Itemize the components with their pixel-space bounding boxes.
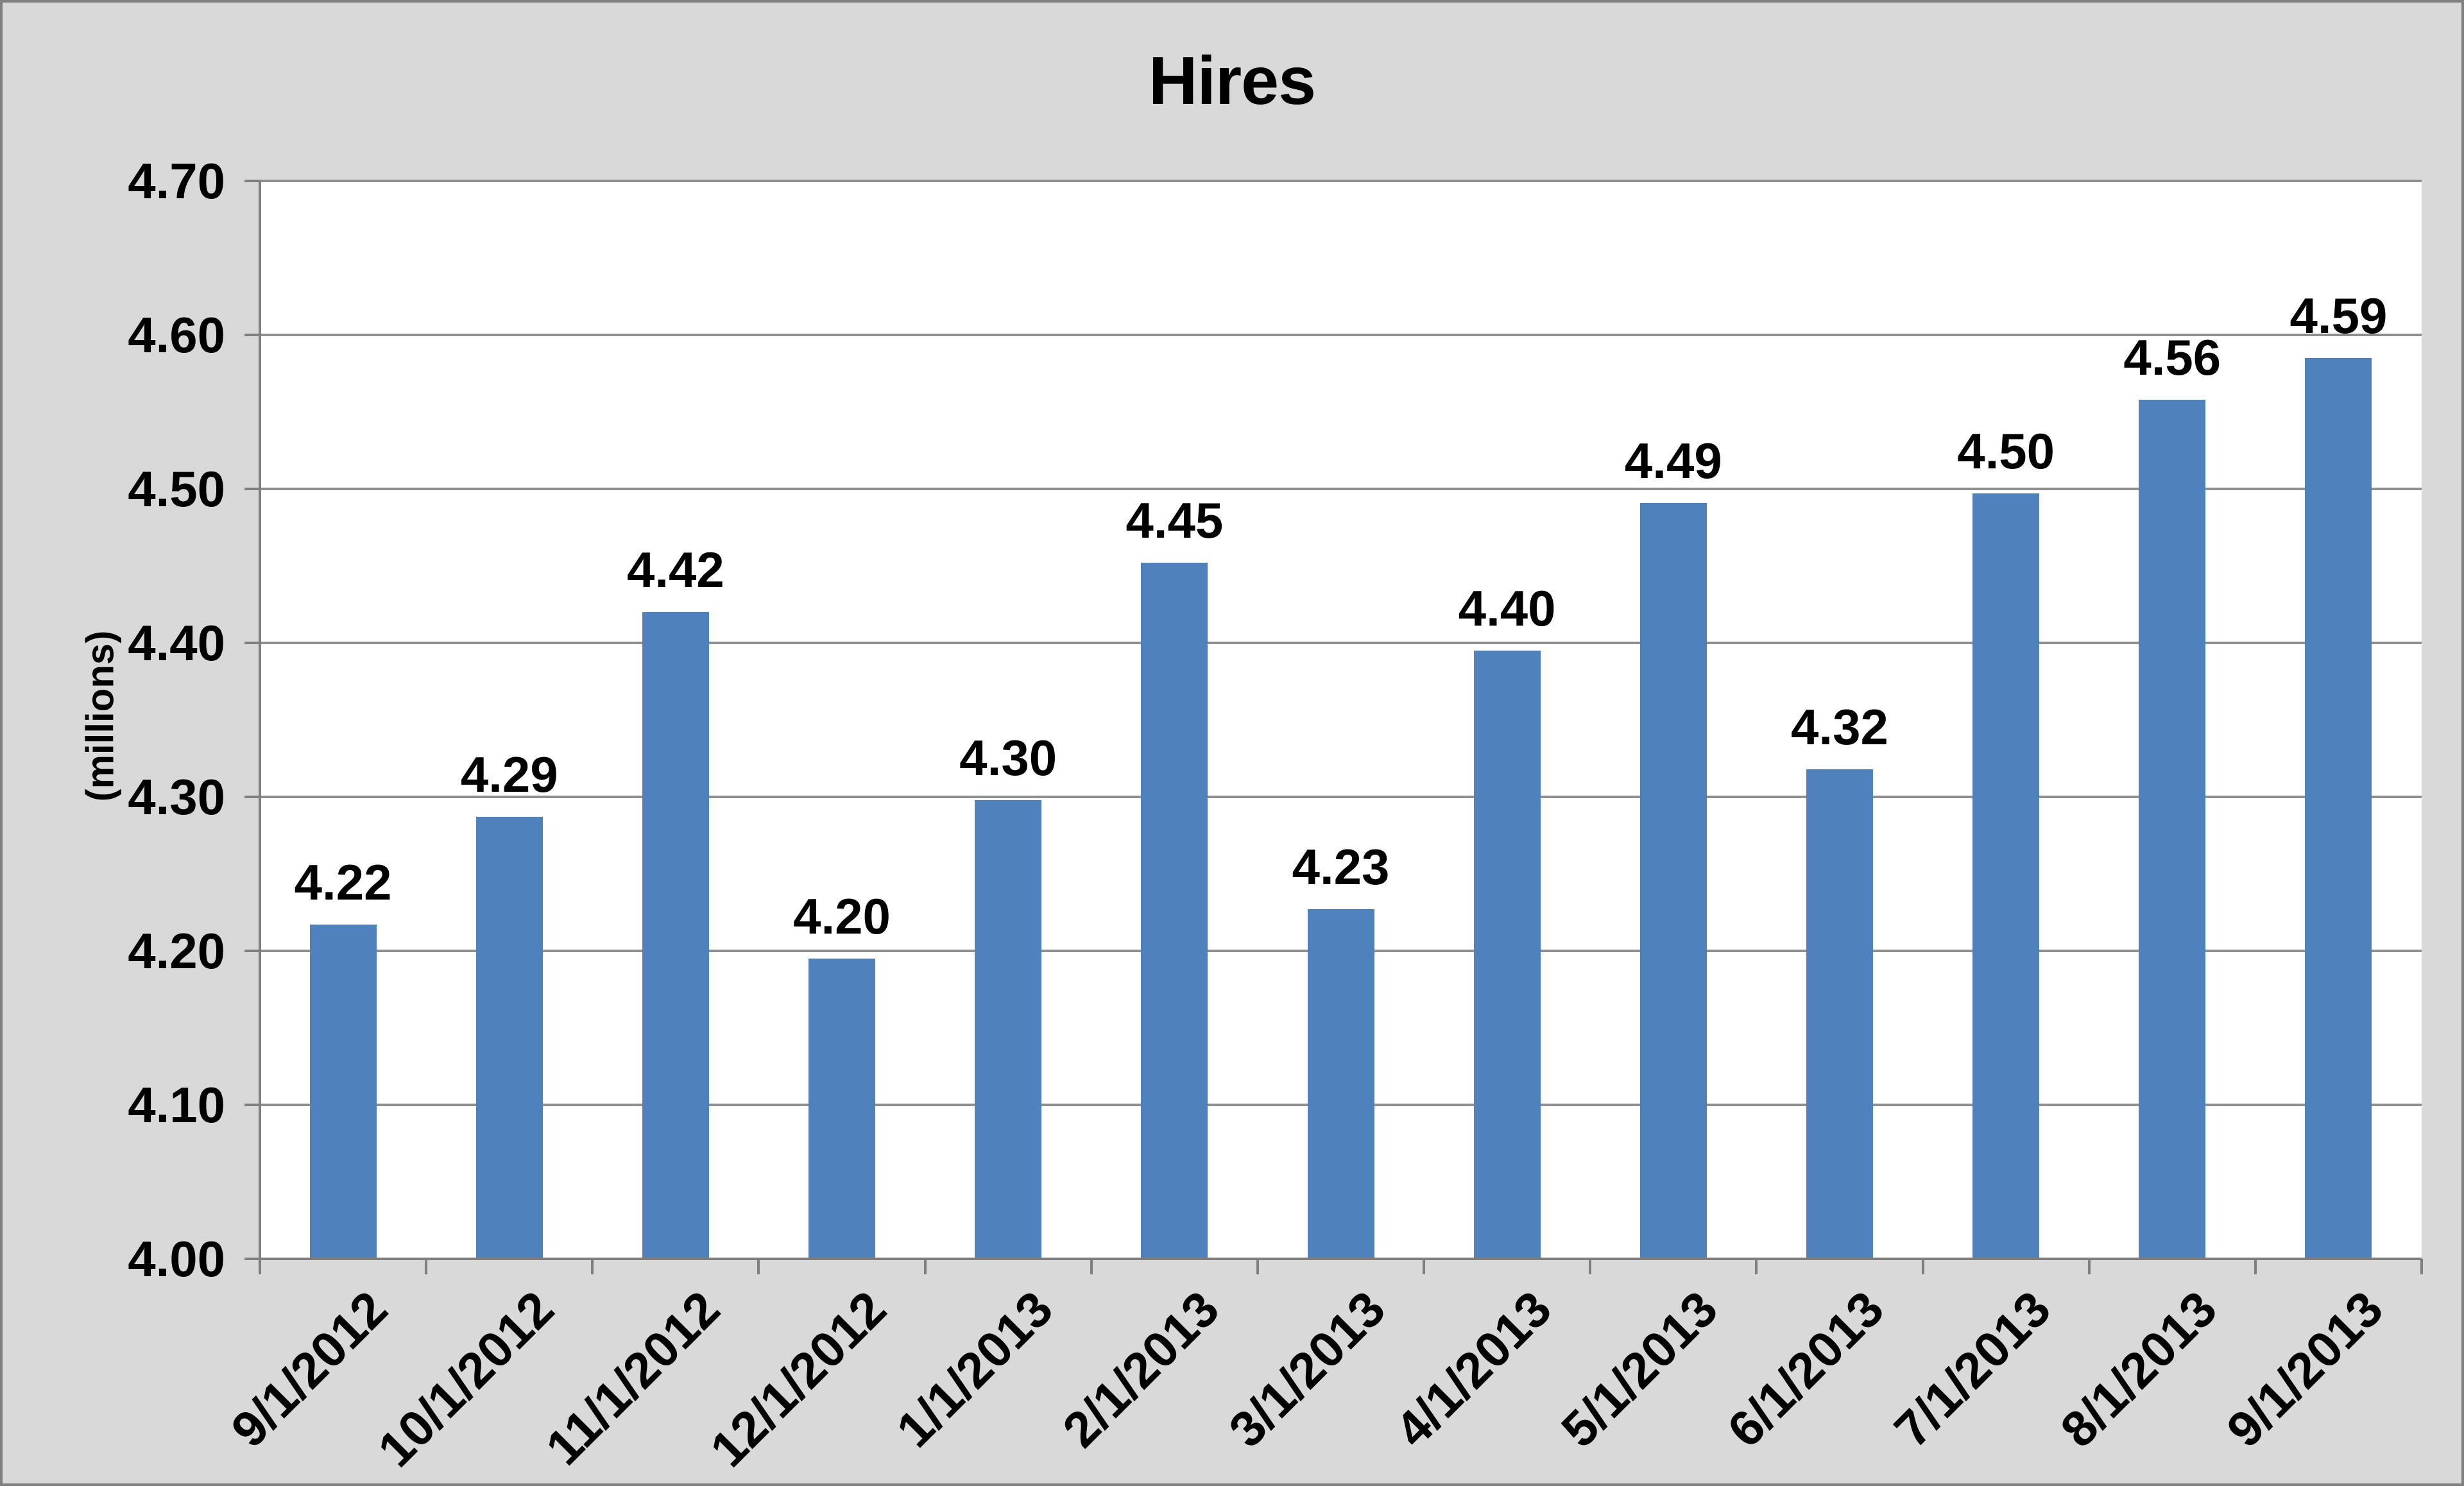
bar-9/1/2013 (2305, 358, 2372, 1259)
y-axis-line (259, 181, 261, 1274)
data-label: 4.20 (793, 888, 891, 944)
x-tick-mark (1755, 1259, 1758, 1274)
bar-7/1/2013 (1972, 493, 2040, 1259)
y-tick-label: 4.40 (128, 615, 225, 671)
bar-8/1/2013 (2139, 399, 2206, 1259)
bar-12/1/2012 (809, 959, 876, 1259)
y-tick-mark (244, 642, 260, 644)
bar-4/1/2013 (1473, 651, 1541, 1259)
y-tick-mark (244, 796, 260, 798)
y-tick-mark (244, 1258, 260, 1260)
x-tick-mark (425, 1259, 428, 1274)
data-label: 4.56 (2123, 329, 2221, 386)
x-tick-mark (1256, 1259, 1259, 1274)
data-label: 4.32 (1791, 698, 1888, 755)
x-tick-mark (1589, 1259, 1592, 1274)
y-tick-label: 4.60 (128, 307, 225, 363)
x-tick-mark (1921, 1259, 1924, 1274)
y-tick-mark (244, 1104, 260, 1106)
x-tick-label: 11/1/2012 (535, 1280, 731, 1476)
gridline-4.30 (260, 796, 2422, 798)
bar-1/1/2013 (975, 799, 1042, 1259)
bar-6/1/2013 (1806, 769, 1873, 1259)
x-tick-mark (2420, 1259, 2423, 1274)
x-tick-label: 8/1/2013 (2049, 1280, 2227, 1458)
data-label: 4.40 (1458, 580, 1556, 636)
y-tick-label: 4.20 (128, 923, 225, 979)
bar-5/1/2013 (1639, 502, 1707, 1259)
bar-10/1/2012 (475, 817, 543, 1259)
y-tick-label: 4.00 (128, 1231, 225, 1287)
x-tick-label: 9/1/2013 (2216, 1280, 2393, 1458)
data-label: 4.50 (1957, 423, 2055, 480)
x-tick-label: 12/1/2012 (699, 1280, 897, 1478)
data-label: 4.29 (460, 746, 558, 803)
bar-2/1/2013 (1141, 563, 1208, 1259)
data-label: 4.42 (626, 542, 724, 598)
y-tick-label: 4.10 (128, 1077, 225, 1133)
x-tick-mark (2254, 1259, 2257, 1274)
y-tick-mark (244, 334, 260, 336)
x-tick-mark (2087, 1259, 2091, 1274)
gridline-4.50 (260, 488, 2422, 490)
x-tick-mark (923, 1259, 927, 1274)
y-tick-mark (244, 180, 260, 182)
bar-11/1/2012 (642, 612, 709, 1259)
gridline-4.70 (260, 180, 2422, 182)
y-tick-mark (244, 950, 260, 952)
x-axis-line (259, 1258, 2422, 1260)
data-label: 4.59 (2289, 287, 2388, 344)
x-tick-label: 9/1/2012 (220, 1280, 398, 1458)
x-tick-mark (591, 1259, 594, 1274)
data-label: 4.22 (294, 854, 392, 911)
x-tick-label: 2/1/2013 (1051, 1280, 1229, 1458)
gridline-4.60 (260, 334, 2422, 336)
data-label: 4.30 (959, 729, 1057, 786)
x-tick-mark (757, 1259, 760, 1274)
bar-3/1/2013 (1307, 909, 1374, 1259)
x-tick-label: 3/1/2013 (1218, 1280, 1396, 1458)
y-tick-label: 4.30 (128, 769, 225, 825)
x-tick-label: 4/1/2013 (1384, 1280, 1562, 1458)
y-tick-label: 4.50 (128, 461, 225, 517)
x-tick-label: 6/1/2013 (1716, 1280, 1895, 1458)
bar-9/1/2012 (309, 925, 377, 1259)
data-label: 4.45 (1125, 492, 1224, 549)
x-tick-label: 1/1/2013 (885, 1280, 1063, 1458)
x-tick-mark (1423, 1259, 1426, 1274)
x-tick-label: 10/1/2012 (366, 1280, 565, 1478)
data-label: 4.23 (1292, 839, 1390, 896)
chart-title: Hires (1148, 43, 1316, 119)
x-tick-mark (1090, 1259, 1093, 1274)
gridline-4.40 (260, 642, 2422, 644)
y-tick-mark (244, 488, 260, 490)
x-tick-label: 7/1/2013 (1883, 1280, 2061, 1458)
data-label: 4.49 (1624, 432, 1722, 489)
y-tick-label: 4.70 (128, 153, 225, 209)
x-tick-label: 5/1/2013 (1550, 1280, 1729, 1458)
